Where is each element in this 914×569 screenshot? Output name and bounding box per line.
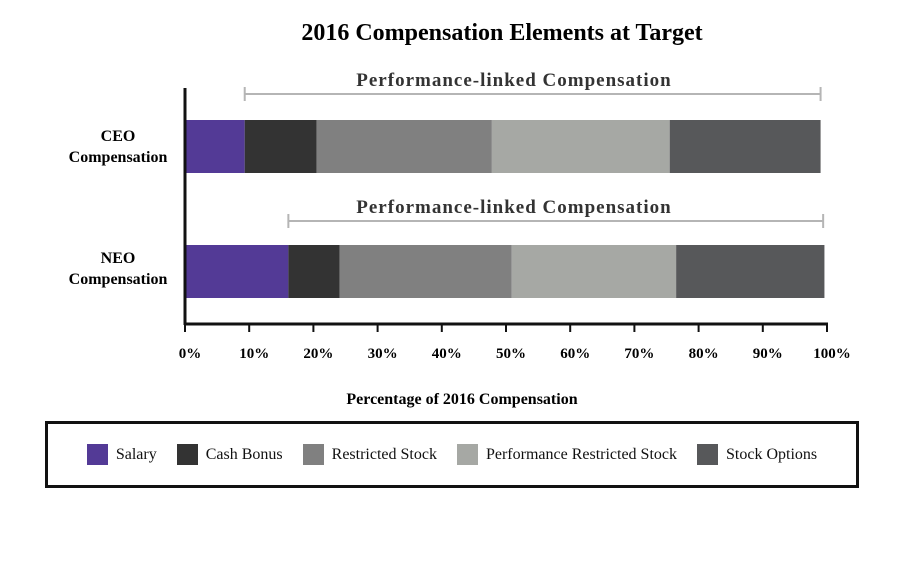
category-label-line: CEO — [101, 128, 136, 145]
legend: Salary Cash Bonus Restricted Stock Performa… — [45, 421, 859, 488]
x-tick-label-1: 10% — [239, 346, 269, 362]
category-label-line: NEO — [101, 250, 136, 267]
legend-label: Performance Restricted Stock — [485, 445, 677, 463]
legend-label: Salary — [115, 445, 157, 463]
legend-swatch — [86, 444, 108, 465]
legend-item-2: Restricted Stock — [302, 444, 437, 465]
bar-0-0 — [185, 120, 245, 173]
bar-1-3 — [511, 245, 677, 298]
legend-item-0: Salary — [86, 444, 157, 465]
x-tick-label-6: 60% — [560, 346, 590, 362]
annotation-label-0: Performance-linked Compensation — [356, 70, 671, 91]
x-tick-label-7: 70% — [624, 346, 654, 362]
bar-0-4 — [669, 120, 821, 173]
bar-0-3 — [491, 120, 670, 173]
legend-label: Stock Options — [726, 445, 818, 463]
x-axis-label: Percentage of 2016 Compensation — [346, 391, 577, 408]
x-tick-label-9: 90% — [753, 346, 783, 362]
x-tick-label-3: 30% — [368, 346, 398, 362]
legend-item-4: Stock Options — [697, 444, 817, 465]
category-label-0: CEO Compensation — [69, 128, 168, 166]
chart-title: 2016 Compensation Elements at Target — [301, 20, 702, 46]
x-tick-label-0: 0% — [179, 346, 202, 362]
category-label-line: Compensation — [69, 271, 168, 288]
x-tick-label-8: 80% — [689, 346, 719, 362]
legend-label: Restricted Stock — [331, 445, 437, 463]
annotation-label-1: Performance-linked Compensation — [356, 197, 671, 218]
x-tick-label-5: 50% — [496, 346, 526, 362]
bar-0-2 — [316, 120, 492, 173]
legend-swatch — [456, 444, 478, 465]
legend-label: Cash Bonus — [205, 445, 283, 463]
x-tick-label-2: 20% — [303, 346, 333, 362]
bar-1-4 — [676, 245, 825, 298]
legend-item-1: Cash Bonus — [176, 444, 283, 465]
plot-area: CEO Compensation NEO Compensation Performanc… — [69, 70, 851, 362]
x-tick-label-4: 40% — [432, 346, 462, 362]
x-tick-label-10: 100% — [813, 346, 851, 362]
legend-item-3: Performance Restricted Stock — [456, 444, 677, 465]
legend-swatch — [302, 444, 324, 465]
legend-swatch — [176, 444, 198, 465]
bar-1-1 — [288, 245, 340, 298]
bar-1-2 — [339, 245, 512, 298]
category-label-line: Compensation — [69, 149, 168, 166]
bar-0-1 — [244, 120, 317, 173]
bar-1-0 — [185, 245, 289, 298]
legend-swatch — [697, 444, 718, 465]
category-label-1: NEO Compensation — [69, 250, 168, 288]
